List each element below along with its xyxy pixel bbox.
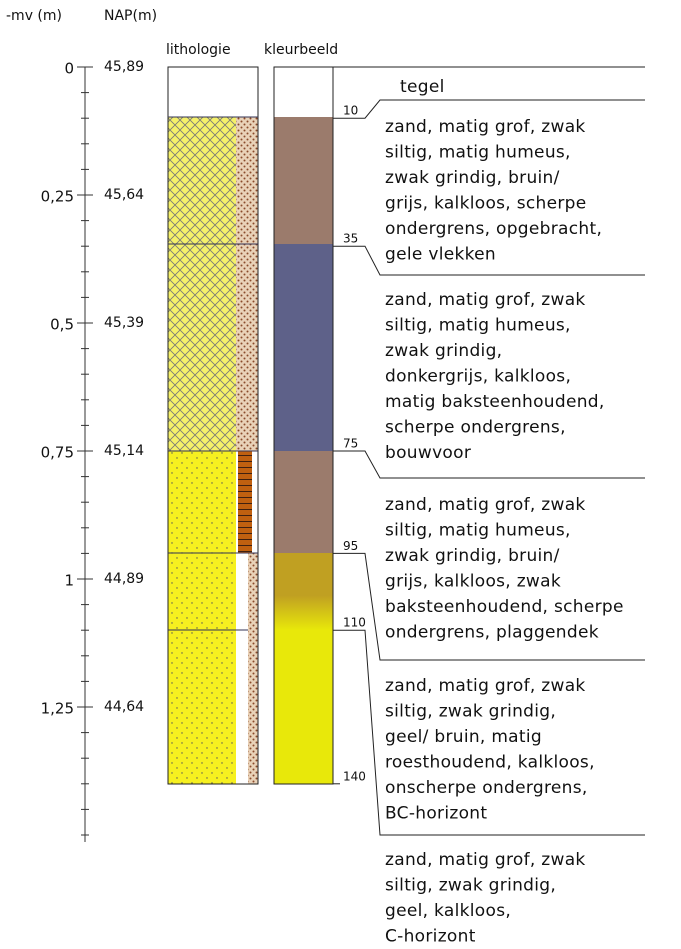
layer-description: zand, matig grof, zwak <box>385 676 586 696</box>
layer-description: BC-horizont <box>385 804 487 824</box>
layer-description: zand, matig grof, zwak <box>385 850 586 870</box>
crosshatch-sand <box>168 117 236 451</box>
mv-label: 0,75 <box>41 444 74 462</box>
layer-description: zwak grindig, bruin/ <box>385 546 560 566</box>
colour-white <box>274 67 333 117</box>
connector <box>333 245 645 276</box>
layer-description: gele vlekken <box>385 245 496 265</box>
brick-strip <box>236 117 258 451</box>
layer-description: bouwvoor <box>385 443 471 463</box>
layer-description: zwak grindig, <box>385 341 502 361</box>
layer-description: siltig, matig humeus, <box>385 143 571 163</box>
nap-header: NAP(m) <box>104 8 157 24</box>
colour-brown <box>274 451 333 553</box>
brick-strip <box>238 451 252 553</box>
boundary-label: 75 <box>343 437 358 451</box>
layer-description: grijs, kalkloos, scherpe <box>385 194 587 214</box>
mv-label: 0 <box>64 60 74 78</box>
nap-label: 45,14 <box>104 443 144 459</box>
boundary-label: 10 <box>343 104 358 118</box>
layer-description: zand, matig grof, zwak <box>385 495 586 515</box>
mv-label: 1,25 <box>41 700 74 718</box>
dotted-sand <box>168 451 236 784</box>
boundary-label: 140 <box>343 769 366 783</box>
nap-label: 45,64 <box>104 187 144 203</box>
boundary-label: 35 <box>343 232 358 246</box>
connector <box>333 450 645 479</box>
mv-label: 0,5 <box>50 316 74 334</box>
brick-strip <box>248 553 258 784</box>
nap-label: 45,39 <box>104 315 144 331</box>
nap-label: 44,64 <box>104 699 144 715</box>
connector <box>333 629 645 836</box>
connector <box>333 99 645 119</box>
layer-description: geel/ bruin, matig <box>385 727 542 747</box>
nap-label: 44,89 <box>104 571 144 587</box>
layer-description: siltig, zwak grindig, <box>385 702 556 722</box>
layer-description: baksteenhoudend, scherpe <box>385 597 624 617</box>
layer-description: siltig, matig humeus, <box>385 521 571 541</box>
layer-description: zand, matig grof, zwak <box>385 290 586 310</box>
layer-description: grijs, kalkloos, zwak <box>385 572 561 592</box>
colour-gradient <box>274 553 333 630</box>
colour-yellow <box>274 630 333 784</box>
layer-description: ondergrens, plaggendek <box>385 623 599 643</box>
colour-darkgrey <box>274 244 333 451</box>
layer-description: C-horizont <box>385 927 476 947</box>
colour-brown <box>274 117 333 244</box>
nap-label: 45,89 <box>104 59 144 75</box>
boundary-label: 110 <box>343 616 366 630</box>
mv-label: 0,25 <box>41 188 74 206</box>
lithology-header: lithologie <box>166 42 231 58</box>
layer-description: ondergrens, opgebracht, <box>385 219 602 239</box>
connector <box>333 552 645 661</box>
layer-description: onscherpe ondergrens, <box>385 778 588 798</box>
colour-frame <box>273 66 334 785</box>
lithology-frame <box>167 66 259 785</box>
layer-description: matig baksteenhoudend, <box>385 392 605 412</box>
layer-name: tegel <box>400 77 445 97</box>
layer-description: zwak grindig, bruin/ <box>385 168 560 188</box>
layer-description: roesthoudend, kalkloos, <box>385 753 595 773</box>
layer-description: scherpe ondergrens, <box>385 418 566 438</box>
boundary-label: 95 <box>343 539 358 553</box>
layer-description: donkergrijs, kalkloos, <box>385 367 571 387</box>
layer-description: siltig, zwak grindig, <box>385 876 556 896</box>
layer-description: siltig, matig humeus, <box>385 316 571 336</box>
mv-label: 1 <box>64 572 74 590</box>
lithology-boundaries <box>168 116 258 631</box>
colour-header: kleurbeeld <box>264 42 338 58</box>
layer-description: geel, kalkloos, <box>385 901 511 921</box>
mv-header: -mv (m) <box>6 8 62 24</box>
layer-description: zand, matig grof, zwak <box>385 117 586 137</box>
